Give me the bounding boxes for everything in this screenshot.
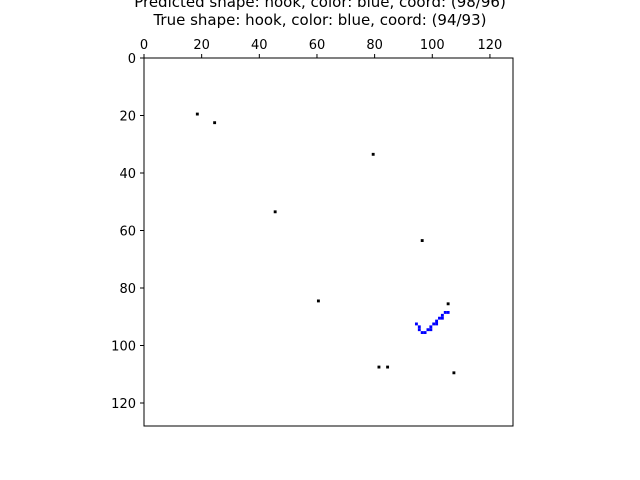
y-tick-label: 100 — [111, 340, 136, 355]
hook-shape-pixel — [417, 325, 421, 329]
noise-point — [377, 365, 381, 369]
x-axis-ticks: 0 20 40 60 80 100 120 — [140, 38, 502, 58]
hook-shape-pixel — [429, 328, 433, 332]
noise-point — [371, 152, 375, 156]
hook-shape-pixel — [417, 328, 421, 332]
hook-shape-pixel — [440, 316, 444, 320]
x-tick-label: 80 — [366, 38, 383, 53]
hook-shape-pixel — [414, 322, 418, 326]
x-tick-label: 120 — [478, 38, 503, 53]
hook-shape-pixel — [440, 313, 444, 317]
x-tick-label: 60 — [309, 38, 326, 53]
y-tick-label: 80 — [119, 282, 136, 297]
noise-point — [195, 112, 199, 116]
noise-point — [452, 371, 456, 375]
hook-shape-pixel — [446, 311, 450, 314]
chart-title-true: True shape: hook, color: blue, coord: (9… — [153, 11, 487, 29]
y-tick-label: 60 — [119, 225, 136, 240]
hook-shape-pixel — [432, 322, 436, 326]
noise-point — [273, 210, 277, 214]
hook-shape-pixel — [426, 328, 430, 332]
noise-point — [446, 302, 450, 306]
hook-shape-pixel — [438, 316, 441, 320]
noise-point — [316, 299, 320, 303]
hook-shape-pixel — [423, 331, 427, 334]
noise-point — [420, 239, 424, 242]
y-tick-label: 120 — [111, 397, 136, 412]
plot-marks — [195, 112, 456, 375]
hook-shape-pixel — [443, 311, 447, 314]
y-tick-label: 40 — [119, 167, 136, 182]
x-tick-label: 0 — [140, 38, 148, 53]
chart-title-predicted: Predicted shape: hook, color: blue, coor… — [134, 0, 506, 11]
y-tick-label: 20 — [119, 110, 136, 125]
x-tick-label: 40 — [251, 38, 268, 53]
hook-shape-pixel — [435, 319, 439, 323]
hook-shape-pixel — [435, 322, 439, 326]
x-tick-label: 20 — [193, 38, 210, 53]
noise-point — [386, 365, 390, 369]
axes-frame — [143, 57, 514, 427]
hook-shape-pixel — [429, 325, 433, 329]
y-axis-ticks: 0 20 40 60 80 100 120 — [111, 52, 144, 412]
y-tick-label: 0 — [128, 52, 136, 67]
hook-shape-pixel — [420, 331, 424, 334]
x-tick-label: 100 — [420, 38, 445, 53]
noise-point — [213, 121, 217, 125]
